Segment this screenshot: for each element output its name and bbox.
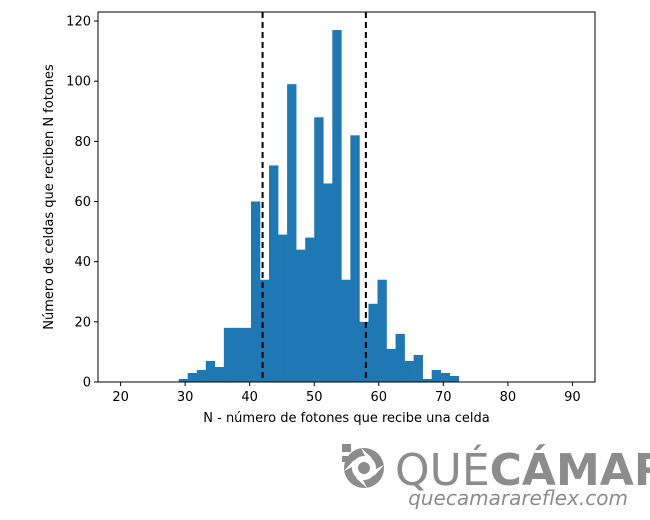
y-tick-label: 0 bbox=[83, 376, 91, 391]
watermark-brand-light: QUÉ bbox=[395, 443, 490, 496]
histogram-bar bbox=[377, 279, 387, 382]
histogram-bar bbox=[359, 321, 369, 382]
histogram-bar bbox=[422, 378, 432, 382]
y-tick-label: 20 bbox=[74, 315, 91, 330]
histogram-bar bbox=[305, 237, 315, 382]
histogram-bar bbox=[449, 375, 460, 382]
histogram-bar bbox=[395, 333, 405, 382]
watermark: QUÉCÁMARA quecamarareflex.com bbox=[342, 443, 650, 510]
histogram-bar bbox=[241, 327, 252, 382]
y-tick-label: 40 bbox=[74, 255, 91, 270]
histogram-bar bbox=[232, 327, 243, 382]
histogram-bar bbox=[350, 135, 360, 382]
histogram-bar bbox=[404, 360, 414, 382]
x-axis-ticks: 20 30 40 50 60 70 80 90 bbox=[112, 382, 581, 405]
histogram-bar bbox=[196, 369, 207, 382]
histogram-bar bbox=[250, 201, 261, 382]
reference-lines bbox=[261, 12, 367, 382]
x-tick-label: 80 bbox=[500, 390, 517, 405]
y-tick-label: 100 bbox=[66, 75, 91, 90]
histogram-bar bbox=[413, 354, 423, 382]
x-axis-label: N - número de fotones que recibe una cel… bbox=[203, 411, 489, 426]
x-tick-label: 70 bbox=[435, 390, 452, 405]
histogram-bar bbox=[223, 327, 234, 382]
histogram-bar bbox=[296, 249, 306, 382]
watermark-brand-bold: CÁMARA bbox=[490, 443, 650, 496]
y-tick-label: 80 bbox=[74, 135, 91, 150]
histogram-bar bbox=[269, 165, 279, 382]
x-tick-label: 30 bbox=[177, 390, 194, 405]
x-tick-label: 90 bbox=[564, 390, 581, 405]
x-tick-label: 60 bbox=[370, 390, 387, 405]
histogram-bar bbox=[431, 369, 442, 382]
histogram-bar bbox=[178, 378, 189, 382]
histogram-bar bbox=[214, 366, 225, 382]
histogram-bar bbox=[260, 279, 270, 382]
plot-frame bbox=[97, 11, 596, 383]
histogram-bar bbox=[187, 372, 198, 382]
histogram-bar bbox=[440, 372, 451, 382]
y-tick-label: 60 bbox=[74, 195, 91, 210]
histogram-bar bbox=[205, 360, 216, 382]
histogram-bar bbox=[278, 234, 288, 382]
y-axis-ticks: 0 20 40 60 80 100 120 bbox=[66, 15, 98, 391]
x-tick-label: 20 bbox=[112, 390, 129, 405]
watermark-url: quecamarareflex.com bbox=[408, 486, 628, 510]
histogram-bar bbox=[386, 348, 396, 382]
y-axis-label: Número de celdas que reciben N fotones bbox=[42, 64, 57, 330]
histogram-bars bbox=[178, 30, 460, 383]
histogram-bar bbox=[368, 303, 378, 382]
y-tick-label: 120 bbox=[66, 15, 91, 30]
histogram-bar bbox=[287, 84, 297, 382]
histogram-bar bbox=[341, 279, 351, 382]
histogram-bar bbox=[332, 30, 342, 383]
aperture-icon bbox=[342, 444, 384, 488]
histogram-bar bbox=[323, 183, 333, 382]
histogram-bar bbox=[314, 117, 324, 383]
x-tick-label: 40 bbox=[241, 390, 258, 405]
x-tick-label: 50 bbox=[306, 390, 323, 405]
svg-text:QUÉCÁMARA: QUÉCÁMARA bbox=[395, 443, 650, 496]
